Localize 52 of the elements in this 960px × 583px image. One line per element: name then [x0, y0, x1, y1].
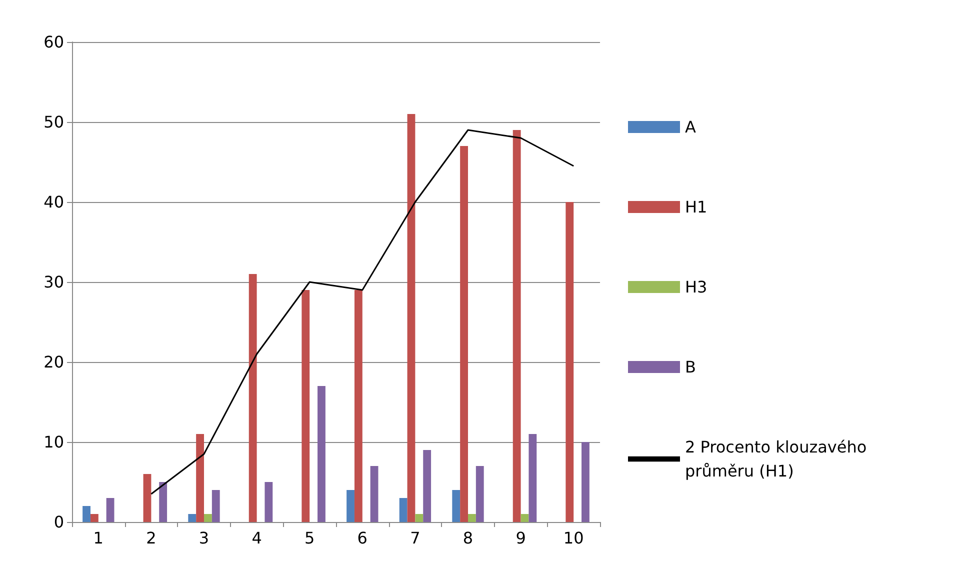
bar: [143, 474, 152, 522]
bar: [407, 114, 416, 522]
x-tick-label: 4: [252, 528, 262, 548]
legend-label: H1: [685, 198, 708, 216]
y-tick-label: 40: [44, 192, 64, 212]
bar: [264, 482, 273, 522]
x-tick-label: 5: [304, 528, 315, 548]
bar: [354, 290, 362, 522]
y-tick-label: 60: [44, 32, 64, 52]
bar: [423, 450, 432, 522]
bar: [468, 514, 476, 522]
bar: [212, 490, 220, 522]
bar: [370, 466, 378, 522]
bar: [248, 274, 257, 522]
bar: [520, 514, 529, 522]
legend-label: A: [685, 118, 696, 136]
y-tick-label: 30: [44, 272, 64, 292]
x-tick-label: 8: [462, 528, 474, 548]
x-tick-label: 9: [516, 528, 526, 548]
legend-label: B: [685, 358, 696, 376]
bar: [476, 466, 484, 522]
y-tick-label: 20: [44, 352, 64, 372]
bar: [566, 202, 574, 522]
bar: [460, 146, 468, 522]
x-tick-label: 7: [410, 528, 420, 548]
bar: [399, 498, 408, 522]
bar: [188, 514, 196, 522]
bar: [512, 130, 521, 522]
y-tick-label: 0: [54, 512, 64, 532]
bar: [318, 386, 326, 522]
bar: [452, 490, 460, 522]
x-tick-label: 6: [357, 528, 368, 548]
bar: [82, 506, 90, 522]
x-tick-label: 2: [146, 528, 156, 548]
bar: [302, 290, 310, 522]
bar: [582, 442, 590, 522]
x-tick-label: 10: [563, 528, 584, 548]
line-series: [150, 129, 574, 495]
y-tick-label: 10: [44, 432, 64, 452]
y-tick-label: 50: [44, 112, 64, 132]
x-tick-label: 3: [198, 528, 210, 548]
bar: [346, 490, 354, 522]
bar: [528, 434, 537, 522]
bar: [159, 482, 168, 522]
x-tick-label: 1: [93, 528, 104, 548]
bar: [204, 514, 212, 522]
bar: [90, 514, 98, 522]
bar: [106, 498, 114, 522]
legend-label: 2 Procento klouzavého průměru (H1): [685, 438, 872, 480]
bar: [415, 514, 424, 522]
bar: [196, 434, 204, 522]
legend-label: H3: [685, 278, 708, 296]
